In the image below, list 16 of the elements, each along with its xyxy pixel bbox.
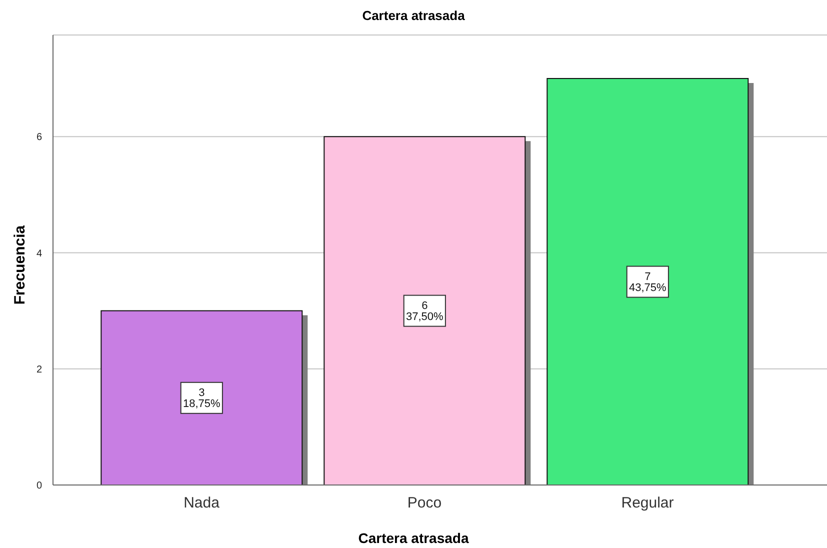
data-label: 6 37,50% — [406, 300, 444, 323]
bar — [324, 136, 526, 485]
y-tick-label: 0 — [36, 480, 42, 492]
x-tick-label: Poco — [407, 494, 442, 512]
y-axis-title: Frecuencia — [12, 225, 28, 305]
chart-title: Cartera atrasada — [361, 8, 466, 23]
x-tick-label: Nada — [184, 494, 220, 512]
x-tick-label: Regular — [621, 494, 674, 512]
y-tick-label: 6 — [36, 132, 42, 144]
x-axis-title: Cartera atrasada — [357, 530, 470, 546]
y-tick-label: 2 — [36, 364, 42, 376]
bar — [100, 310, 303, 485]
data-label: 7 43,75% — [628, 270, 667, 294]
y-tick-label: 4 — [36, 248, 42, 260]
bar — [546, 78, 749, 485]
data-label: 3 18,75% — [182, 386, 221, 410]
